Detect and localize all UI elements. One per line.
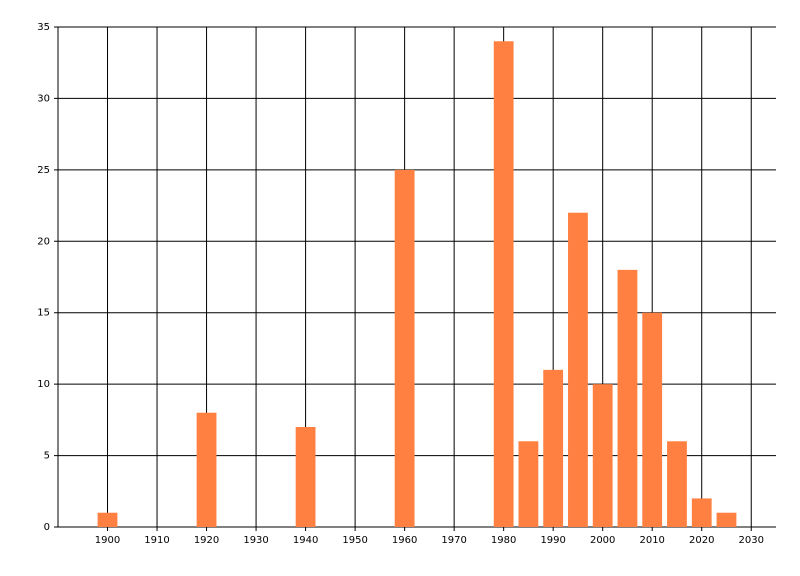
- x-tick-label: 1990: [540, 535, 565, 546]
- bar: [518, 441, 539, 527]
- x-tick-label: 1940: [293, 535, 318, 546]
- y-tick-label: 20: [37, 236, 50, 247]
- x-tick-label: 1970: [441, 535, 466, 546]
- x-tick-label: 2000: [590, 535, 615, 546]
- y-tick-label: 15: [37, 308, 50, 319]
- x-tick-label: 1930: [243, 535, 268, 546]
- bar: [642, 312, 663, 527]
- y-tick-label: 25: [37, 165, 50, 176]
- bar: [394, 169, 415, 527]
- x-tick-label: 1910: [144, 535, 169, 546]
- x-tick-label: 2020: [689, 535, 714, 546]
- bar: [667, 441, 687, 527]
- x-tick-label: 1920: [194, 535, 219, 546]
- bar: [617, 269, 638, 527]
- bar: [493, 41, 514, 528]
- x-tick-label: 2010: [639, 535, 664, 546]
- bar: [691, 498, 712, 527]
- bar: [543, 369, 564, 527]
- bar: [568, 212, 588, 527]
- y-tick-label: 0: [44, 522, 50, 533]
- x-tick-label: 1900: [95, 535, 120, 546]
- y-tick-label: 5: [44, 451, 50, 462]
- x-tick-label: 1960: [392, 535, 417, 546]
- x-tick-label: 2030: [739, 535, 764, 546]
- bar: [716, 512, 737, 527]
- x-tick-label: 1980: [491, 535, 516, 546]
- x-tick-label: 1950: [342, 535, 367, 546]
- bar: [196, 412, 217, 527]
- y-tick-label: 30: [37, 93, 50, 104]
- bar: [295, 427, 316, 527]
- bar: [592, 384, 613, 527]
- bar: [97, 512, 118, 527]
- y-tick-label: 10: [37, 379, 50, 390]
- y-tick-label: 35: [37, 22, 50, 33]
